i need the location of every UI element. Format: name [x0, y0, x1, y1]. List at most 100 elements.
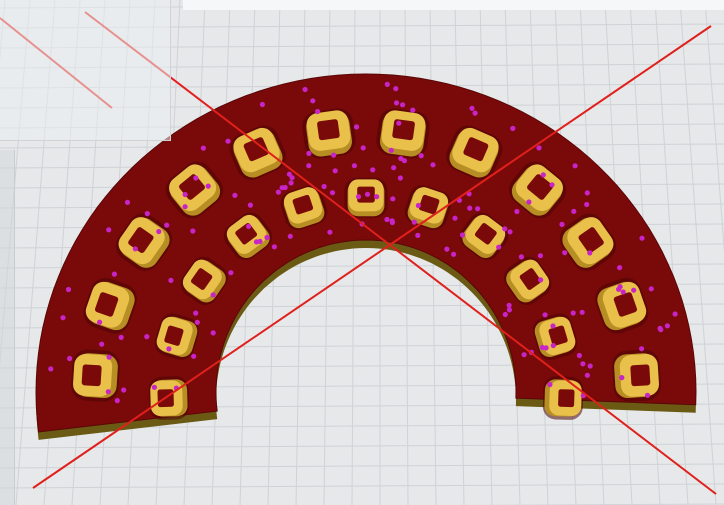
cup-hole [243, 137, 269, 162]
support-point [502, 226, 508, 232]
support-point [411, 219, 417, 225]
cup [612, 349, 661, 402]
support-point [166, 346, 172, 352]
support-point [496, 244, 502, 250]
support-point [210, 330, 216, 336]
support-point [264, 234, 270, 241]
left-edge-panel [0, 150, 15, 505]
support-point [168, 277, 174, 283]
support-point [639, 346, 645, 352]
support-point [389, 218, 395, 224]
cup-hole [317, 119, 340, 141]
support-point [401, 158, 407, 164]
support-point [506, 302, 512, 308]
support-point [459, 232, 466, 238]
support-point [193, 310, 199, 316]
support-point [400, 102, 406, 108]
support-point [259, 101, 265, 108]
support-point [353, 124, 360, 130]
support-point [672, 311, 678, 317]
support-point [156, 228, 162, 235]
support-point [584, 190, 590, 196]
support-point [118, 334, 124, 340]
support-point [507, 229, 513, 235]
support-point [306, 150, 312, 156]
cup [83, 277, 137, 334]
support-point [430, 162, 436, 168]
support-point [97, 319, 103, 325]
cup [504, 256, 552, 305]
support-point [467, 205, 473, 211]
support-point [452, 215, 458, 221]
cup [559, 213, 617, 271]
cross-line-2 [32, 25, 712, 489]
support-point [114, 398, 120, 404]
support-point [193, 175, 199, 181]
cup-hole [558, 389, 575, 408]
support-point [182, 191, 188, 198]
support-point [132, 246, 138, 252]
support-point [321, 183, 327, 190]
support-point [415, 232, 421, 238]
cup-hole [463, 137, 489, 162]
cup [280, 185, 328, 231]
support-point [579, 309, 585, 315]
cup [376, 108, 430, 159]
support-point [332, 168, 338, 174]
support-point [310, 98, 316, 104]
support-point [190, 228, 196, 234]
support-point [539, 344, 546, 351]
top-strip [183, 0, 724, 10]
cup-hole [613, 292, 638, 317]
support-point [559, 221, 565, 227]
support-point [388, 147, 394, 153]
cross-line-1 [84, 11, 717, 495]
support-point [191, 353, 197, 359]
overlay-panel [0, 0, 171, 141]
support-point [287, 233, 293, 239]
support-point [518, 254, 525, 260]
cup-hole [292, 194, 314, 215]
cup-hole [235, 223, 258, 245]
support-point [331, 152, 337, 158]
cup [508, 161, 567, 219]
support-point [282, 184, 288, 191]
support-point [384, 216, 390, 223]
support-point [67, 355, 73, 362]
support-point [144, 211, 150, 217]
support-point [451, 251, 457, 257]
support-point [584, 201, 590, 208]
support-point [289, 175, 295, 181]
support-point [106, 227, 112, 233]
support-point [510, 125, 516, 131]
support-point [572, 163, 578, 169]
cup-hole [418, 194, 440, 215]
support-point [302, 86, 308, 93]
support-point [549, 182, 555, 188]
support-point [542, 312, 548, 318]
support-point [571, 208, 577, 214]
support-point [644, 392, 651, 398]
support-point [570, 310, 576, 316]
support-point [658, 327, 664, 333]
support-point [151, 384, 157, 390]
cup [71, 349, 120, 402]
cup-hole [474, 223, 497, 245]
support-point [99, 341, 105, 347]
support-point [619, 375, 625, 381]
support-point [502, 311, 508, 318]
support-point [225, 138, 231, 144]
support-point [536, 145, 542, 151]
support-point [393, 100, 400, 106]
support-points [48, 81, 678, 404]
cup [302, 108, 356, 159]
support-point [111, 271, 117, 277]
support-point [550, 323, 556, 329]
cup [344, 177, 388, 218]
support-point [275, 189, 281, 195]
grid-line [704, 0, 724, 253]
support-point [329, 190, 336, 196]
support-point [540, 172, 546, 178]
